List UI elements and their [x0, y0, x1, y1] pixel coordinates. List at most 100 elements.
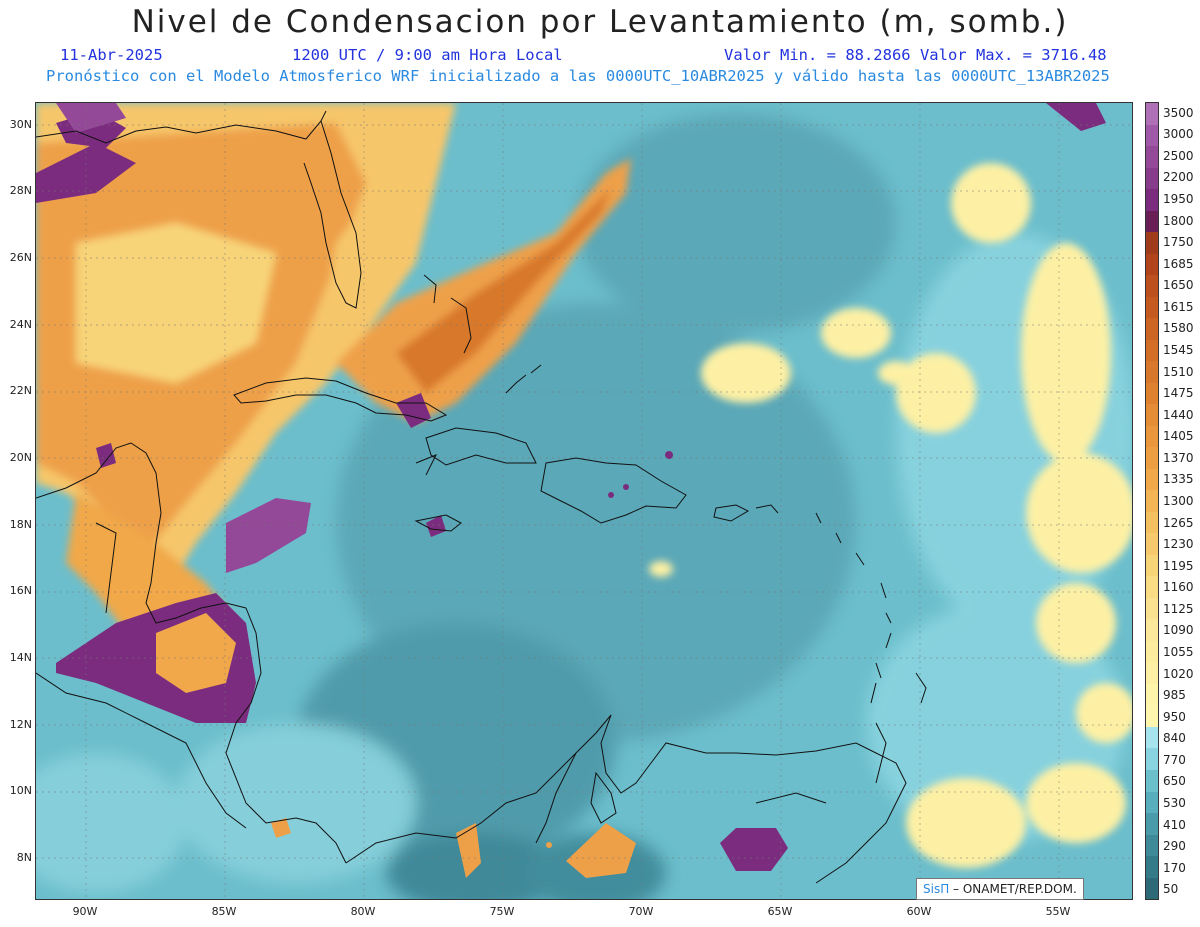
colorbar-label: 1750: [1163, 235, 1194, 250]
lat-label: 16N: [9, 584, 32, 597]
colorbar-label: 2500: [1163, 148, 1194, 163]
colorbar-label: 1475: [1163, 386, 1194, 401]
sispi-logo: SisΠ: [923, 882, 950, 896]
colorbar-label: 985: [1163, 688, 1186, 703]
colorbar-swatch: [1146, 425, 1158, 448]
colorbar-label: 1160: [1163, 580, 1194, 595]
colorbar-swatch: [1146, 511, 1158, 534]
colorbar: [1145, 102, 1159, 900]
colorbar-label: 650: [1163, 774, 1186, 789]
colorbar-swatch: [1146, 597, 1158, 620]
colorbar-swatch: [1146, 167, 1158, 190]
colorbar-label: 1020: [1163, 666, 1194, 681]
colorbar-label: 1685: [1163, 256, 1194, 271]
map-title: Nivel de Condensacion por Levantamiento …: [131, 4, 1069, 40]
colorbar-label: 1265: [1163, 515, 1194, 530]
colorbar-label: 950: [1163, 709, 1186, 724]
coastlines: [36, 110, 927, 884]
colorbar-swatch: [1146, 404, 1158, 426]
colorbar-label: 1580: [1163, 321, 1194, 336]
colorbar-swatch: [1146, 447, 1158, 469]
colorbar-label: 50: [1163, 882, 1179, 897]
lat-label: 10N: [9, 784, 32, 797]
lat-label: 24N: [9, 318, 32, 331]
lat-label: 22N: [9, 384, 32, 397]
lon-label: 65W: [767, 905, 793, 918]
colorbar-swatch: [1146, 210, 1158, 233]
colorbar-swatch: [1146, 232, 1158, 254]
colorbar-label: 1440: [1163, 407, 1194, 422]
colorbar-label: 1195: [1163, 558, 1194, 573]
colorbar-label: 1055: [1163, 644, 1194, 659]
colorbar-label: 1800: [1163, 213, 1194, 228]
colorbar-label: 770: [1163, 752, 1186, 767]
colorbar-swatch: [1146, 856, 1158, 878]
colorbar-swatch: [1146, 382, 1158, 405]
colorbar-swatch: [1146, 640, 1158, 663]
colorbar-swatch: [1146, 791, 1158, 814]
colorbar-swatch: [1146, 769, 1158, 792]
colorbar-label: 1090: [1163, 623, 1194, 638]
lon-label: 85W: [211, 905, 237, 918]
gridlines: [36, 103, 1132, 899]
colorbar-swatch: [1146, 748, 1158, 770]
lon-label: 90W: [72, 905, 98, 918]
lon-label: 80W: [350, 905, 376, 918]
time-label: 1200 UTC / 9:00 am Hora Local: [292, 46, 563, 64]
colorbar-label: 3000: [1163, 127, 1194, 142]
colorbar-swatch: [1146, 683, 1158, 706]
colorbar-label: 1615: [1163, 299, 1194, 314]
colorbar-label: 1335: [1163, 472, 1194, 487]
colorbar-swatch: [1146, 490, 1158, 512]
colorbar-swatch: [1146, 103, 1158, 125]
colorbar-label: 1545: [1163, 343, 1194, 358]
colorbar-swatch: [1146, 339, 1158, 362]
colorbar-swatch: [1146, 726, 1158, 749]
lat-label: 14N: [9, 651, 32, 664]
colorbar-label: 410: [1163, 817, 1186, 832]
colorbar-swatch: [1146, 361, 1158, 383]
lat-label: 28N: [9, 184, 32, 197]
colorbar-swatch: [1146, 189, 1158, 211]
credit-text: – ONAMET/REP.DOM.: [949, 882, 1077, 896]
colorbar-label: 840: [1163, 731, 1186, 746]
lon-label: 75W: [489, 905, 515, 918]
date-label: 11-Abr-2025: [60, 46, 163, 64]
colorbar-swatch: [1146, 253, 1158, 276]
lon-label: 55W: [1045, 905, 1071, 918]
colorbar-swatch: [1146, 533, 1158, 555]
colorbar-swatch: [1146, 468, 1158, 491]
colorbar-swatch: [1146, 877, 1158, 900]
lat-label: 18N: [9, 518, 32, 531]
colorbar-label: 290: [1163, 839, 1186, 854]
lon-label: 60W: [906, 905, 932, 918]
colorbar-label: 1125: [1163, 601, 1194, 616]
colorbar-label: 170: [1163, 860, 1186, 875]
lat-label: 12N: [9, 718, 32, 731]
lcl-map: [35, 102, 1133, 900]
colorbar-label: 530: [1163, 795, 1186, 810]
forecast-note: Pronóstico con el Modelo Atmosferico WRF…: [46, 67, 1110, 85]
colorbar-label: 1650: [1163, 278, 1194, 293]
credit-box: SisΠ – ONAMET/REP.DOM.: [916, 878, 1084, 900]
lat-label: 26N: [9, 251, 32, 264]
colorbar-swatch: [1146, 834, 1158, 857]
lat-label: 20N: [9, 451, 32, 464]
colorbar-label: 1510: [1163, 364, 1194, 379]
colorbar-label: 1950: [1163, 192, 1194, 207]
colorbar-label: 1405: [1163, 429, 1194, 444]
colorbar-label: 2200: [1163, 170, 1194, 185]
colorbar-swatch: [1146, 619, 1158, 641]
colorbar-label: 1370: [1163, 450, 1194, 465]
colorbar-swatch: [1146, 705, 1158, 727]
colorbar-label: 1230: [1163, 537, 1194, 552]
lat-label: 30N: [9, 118, 32, 131]
pale-yellow-patches: [649, 163, 1132, 868]
colorbar-swatch: [1146, 554, 1158, 577]
lon-label: 70W: [628, 905, 654, 918]
colorbar-label: 1300: [1163, 494, 1194, 508]
orange-lcl-region: [36, 103, 631, 663]
colorbar-swatch: [1146, 124, 1158, 147]
colorbar-swatch: [1146, 296, 1158, 319]
colorbar-swatch: [1146, 662, 1158, 684]
